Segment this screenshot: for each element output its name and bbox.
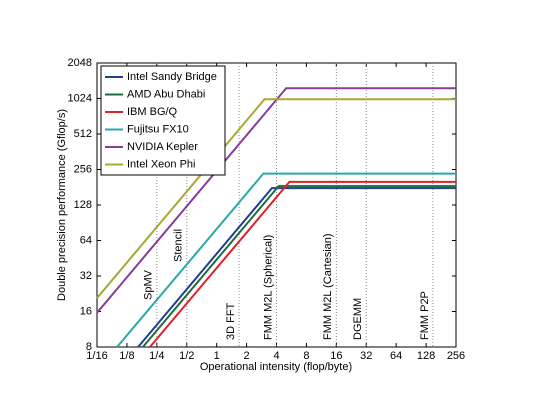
y-tick-label: 64 (80, 234, 92, 246)
annotation-label: FMM P2P (419, 291, 431, 340)
y-tick-label: 32 (80, 270, 92, 282)
y-tick-label: 2048 (68, 57, 92, 69)
x-tick-label: 16 (330, 350, 342, 362)
legend-label: Intel Sandy Bridge (127, 71, 217, 83)
x-tick-label: 64 (390, 350, 402, 362)
legend-label: IBM BG/Q (127, 106, 178, 118)
y-tick-label: 128 (74, 199, 92, 211)
x-axis-label: Operational intensity (flop/byte) (200, 361, 352, 373)
annotation-label: SpMV (143, 269, 155, 300)
series-line (149, 180, 456, 348)
x-tick-label: 4 (273, 350, 279, 362)
x-tick-label: 32 (360, 350, 372, 362)
legend-label: Intel Xeon Phi (127, 158, 196, 170)
y-tick-label: 1024 (68, 92, 92, 104)
series-line (116, 172, 456, 348)
y-tick-label: 512 (74, 128, 92, 140)
x-tick-label: 1/4 (149, 350, 164, 362)
series-line (137, 187, 456, 348)
series-line (142, 185, 456, 348)
y-tick-label: 8 (86, 341, 92, 353)
annotation-label: 3D FFT (225, 302, 237, 340)
x-tick-label: 256 (447, 350, 465, 362)
x-tick-label: 2 (244, 350, 250, 362)
y-axis-label: Double precision performance (Gflop/s) (56, 109, 68, 301)
series-line (96, 87, 456, 314)
legend-label: AMD Abu Dhabi (127, 88, 205, 100)
series-line (96, 98, 456, 299)
annotation-label: DGEMM (352, 298, 364, 340)
annotation-label: FMM M2L (Spherical) (262, 235, 274, 340)
legend-label: Fujitsu FX10 (127, 123, 189, 135)
x-tick-label: 1/16 (86, 350, 107, 362)
annotation-label: FMM M2L (Cartesian) (322, 233, 334, 340)
legend-label: NVIDIA Kepler (127, 141, 198, 153)
x-tick-label: 1/8 (119, 350, 134, 362)
x-tick-label: 8 (303, 350, 309, 362)
x-tick-label: 128 (417, 350, 435, 362)
x-tick-label: 1 (214, 350, 220, 362)
annotation-label: Stencil (173, 229, 185, 262)
legend-box (100, 65, 226, 176)
y-tick-label: 16 (80, 305, 92, 317)
x-tick-label: 1/2 (179, 350, 194, 362)
y-tick-label: 256 (74, 163, 92, 175)
